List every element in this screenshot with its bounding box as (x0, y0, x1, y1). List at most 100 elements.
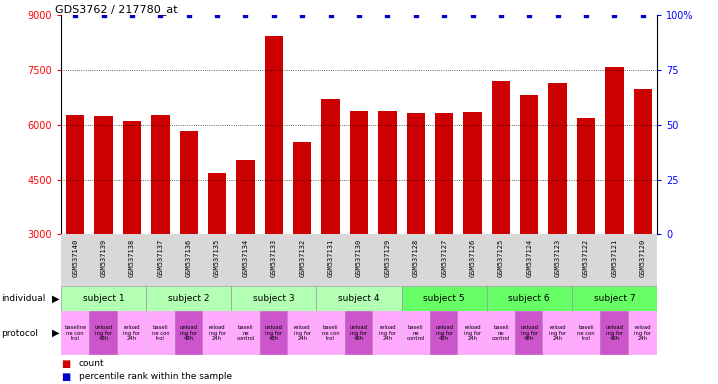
Bar (463, 112, 482, 234)
Text: reload
ing for
24h: reload ing for 24h (294, 325, 311, 341)
Text: subject 5: subject 5 (424, 294, 465, 303)
Bar (146, 311, 174, 355)
Text: unload
ing for
48h: unload ing for 48h (265, 325, 283, 341)
Text: GSM537133: GSM537133 (271, 238, 277, 276)
Bar (373, 311, 401, 355)
Bar (549, 83, 567, 234)
Text: GSM537129: GSM537129 (384, 238, 391, 276)
Bar (600, 311, 628, 355)
Bar (515, 311, 544, 355)
Bar (520, 94, 538, 234)
Text: subject 3: subject 3 (253, 294, 294, 303)
Text: reload
ing for
24h: reload ing for 24h (549, 325, 567, 341)
Text: baseli
ne con
trol: baseli ne con trol (151, 325, 169, 341)
Bar (118, 311, 146, 355)
Bar (401, 286, 487, 311)
Text: protocol: protocol (1, 329, 39, 338)
Bar (288, 311, 317, 355)
Text: ▶: ▶ (52, 293, 60, 304)
Bar (345, 311, 373, 355)
Bar (435, 113, 453, 234)
Text: GSM537137: GSM537137 (157, 238, 164, 276)
Text: reload
ing for
24h: reload ing for 24h (634, 325, 651, 341)
Bar (628, 311, 657, 355)
Text: GSM537126: GSM537126 (470, 238, 475, 276)
Bar (208, 173, 226, 234)
Bar (61, 311, 90, 355)
Bar (378, 111, 396, 234)
Text: individual: individual (1, 294, 46, 303)
Text: GDS3762 / 217780_at: GDS3762 / 217780_at (55, 5, 177, 15)
Bar (66, 115, 85, 234)
Bar (401, 311, 430, 355)
Bar (94, 116, 113, 234)
Text: GSM537131: GSM537131 (327, 238, 334, 276)
Bar (123, 121, 141, 234)
Text: reload
ing for
24h: reload ing for 24h (208, 325, 225, 341)
Bar (265, 36, 283, 234)
Text: GSM537122: GSM537122 (583, 238, 589, 276)
Text: GSM537124: GSM537124 (526, 238, 532, 276)
Bar (487, 286, 572, 311)
Bar (61, 286, 146, 311)
Bar (174, 311, 203, 355)
Text: baseli
ne
control: baseli ne control (406, 325, 425, 341)
Text: baseline
ne con
trol: baseline ne con trol (64, 325, 86, 341)
Text: GSM537127: GSM537127 (441, 238, 447, 276)
Bar (350, 111, 368, 234)
Text: GSM537121: GSM537121 (612, 238, 617, 276)
Text: unload
ing for
48h: unload ing for 48h (605, 325, 623, 341)
Bar (406, 114, 425, 234)
Text: GSM537132: GSM537132 (299, 238, 305, 276)
Text: GSM537130: GSM537130 (356, 238, 362, 276)
Text: GSM537123: GSM537123 (554, 238, 561, 276)
Text: GSM537140: GSM537140 (73, 238, 78, 276)
Text: subject 7: subject 7 (594, 294, 635, 303)
Text: GSM537139: GSM537139 (101, 238, 106, 276)
Text: unload
ing for
48h: unload ing for 48h (180, 325, 197, 341)
Text: ■: ■ (61, 372, 70, 382)
Text: reload
ing for
24h: reload ing for 24h (379, 325, 396, 341)
Text: unload
ing for
48h: unload ing for 48h (521, 325, 538, 341)
Text: GSM537138: GSM537138 (129, 238, 135, 276)
Text: GSM537135: GSM537135 (214, 238, 220, 276)
Text: unload
ing for
48h: unload ing for 48h (435, 325, 453, 341)
Bar (231, 311, 260, 355)
Bar (492, 81, 510, 234)
Text: GSM537120: GSM537120 (640, 238, 645, 276)
Text: baseli
ne con
trol: baseli ne con trol (577, 325, 595, 341)
Bar (458, 311, 487, 355)
Text: baseli
ne
control: baseli ne control (236, 325, 255, 341)
Bar (577, 118, 595, 234)
Bar (605, 67, 624, 234)
Text: baseli
ne con
trol: baseli ne con trol (322, 325, 340, 341)
Bar (317, 286, 401, 311)
Text: baseli
ne
control: baseli ne control (492, 325, 510, 341)
Text: GSM537134: GSM537134 (243, 238, 248, 276)
Text: subject 4: subject 4 (338, 294, 380, 303)
Text: GSM537128: GSM537128 (413, 238, 419, 276)
Text: subject 2: subject 2 (168, 294, 210, 303)
Text: GSM537136: GSM537136 (186, 238, 192, 276)
Text: reload
ing for
24h: reload ing for 24h (123, 325, 141, 341)
Bar (203, 311, 231, 355)
Bar (236, 160, 255, 234)
Bar (231, 286, 317, 311)
Text: reload
ing for
24h: reload ing for 24h (464, 325, 481, 341)
Text: ■: ■ (61, 359, 70, 369)
Text: unload
ing for
48h: unload ing for 48h (95, 325, 113, 341)
Bar (151, 115, 169, 234)
Text: GSM537125: GSM537125 (498, 238, 504, 276)
Bar (544, 311, 572, 355)
Bar (572, 286, 657, 311)
Bar (322, 99, 340, 234)
Bar (572, 311, 600, 355)
Bar (430, 311, 458, 355)
Text: subject 6: subject 6 (508, 294, 550, 303)
Text: percentile rank within the sample: percentile rank within the sample (79, 372, 232, 381)
Bar (180, 131, 198, 234)
Text: count: count (79, 359, 105, 368)
Text: unload
ing for
48h: unload ing for 48h (350, 325, 368, 341)
Bar (487, 311, 515, 355)
Bar (633, 89, 652, 234)
